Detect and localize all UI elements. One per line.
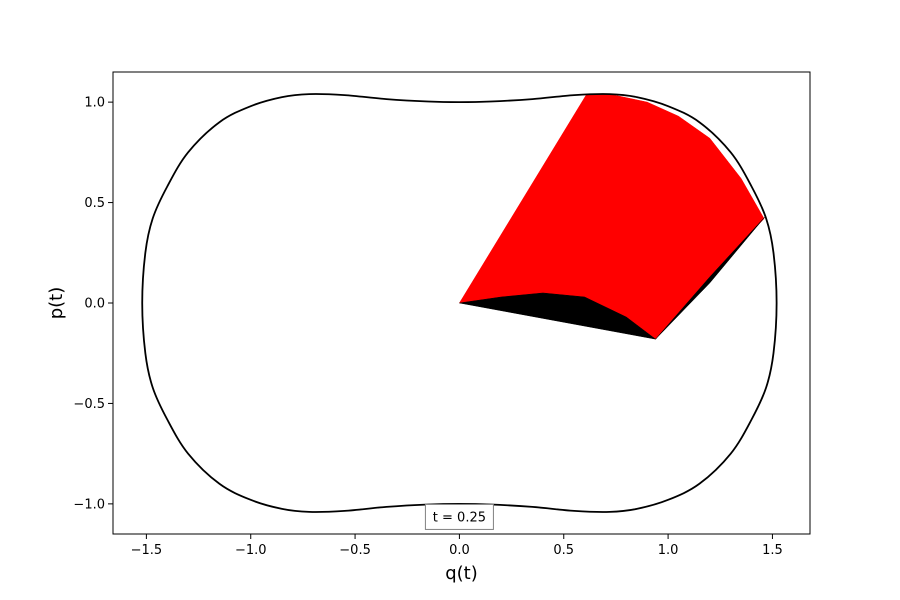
y-tick-label: −0.5 [73,397,105,412]
ticks-layer: −1.5 −1.0 −0.5 0.0 0.5 1.0 1.5 −1.0 −0.5 0.0 0.5 1.… [73,96,782,558]
y-tick-label: −1.0 [73,497,105,512]
x-tick-label: −1.0 [235,543,267,558]
x-tick-label: −0.5 [339,543,371,558]
plot-layer [141,93,778,513]
x-tick-label: 1.5 [762,543,783,558]
y-tick-label: 1.0 [84,96,105,111]
y-axis-label: p(t) [46,287,67,320]
y-tick-label: 0.0 [84,297,105,312]
x-axis-label: q(t) [445,563,478,584]
black-region [459,216,766,340]
x-tick-label: 1.0 [658,543,679,558]
energy-curve [141,93,778,513]
annotation-layer: t = 0.25 [424,503,494,530]
time-annotation-text: t = 0.25 [433,510,486,525]
x-tick-label: 0.0 [449,543,470,558]
time-annotation-box [424,503,494,530]
x-tick-label: 0.5 [553,543,574,558]
y-tick-label: 0.5 [84,196,105,211]
x-tick-label: −1.5 [131,543,163,558]
